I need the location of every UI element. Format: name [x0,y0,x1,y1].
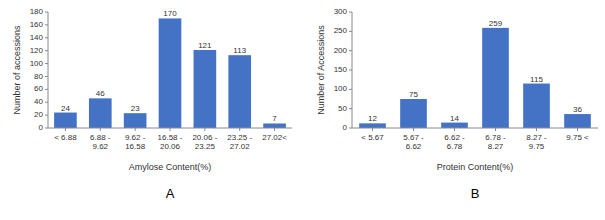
x-tick [65,128,66,131]
x-tick-label: 6.62 -6.78 [444,133,465,151]
x-tick-label: 6.88 -9.62 [90,133,111,151]
panel-title: A [166,186,175,201]
bar [359,123,386,128]
x-tick [454,128,455,131]
data-label: 121 [198,41,212,50]
bar [159,18,182,128]
y-tick-label: 60 [34,84,43,93]
y-tick [349,50,352,51]
y-tick-label: 200 [334,46,348,55]
x-tick [135,128,136,131]
y-tick-label: 250 [334,26,348,35]
y-tick [45,115,48,116]
x-tick [413,128,414,131]
y-axis-label: Number of accessions [12,25,22,115]
bar [523,84,550,128]
x-tick-label: 5.67 -6.62 [403,133,424,151]
y-tick [349,70,352,71]
x-tick [372,128,373,131]
bar [228,55,251,128]
x-tick-label: 9.75 < [566,133,589,142]
x-axis-label: Protein Content(%) [437,162,514,172]
y-tick-label: 140 [30,33,44,42]
x-tick [204,128,205,131]
y-tick-label: 160 [30,20,44,29]
y-tick-label: 40 [34,97,43,106]
x-tick-label: 6.78 -8.27 [485,133,506,151]
y-tick [45,63,48,64]
bar [263,123,286,128]
x-tick-label: 23.25 -27.02 [227,133,252,151]
data-label: 12 [368,114,377,123]
x-tick [170,128,171,131]
y-tick [45,102,48,103]
y-tick [349,89,352,90]
x-tick-label: < 5.67 [361,133,384,142]
y-tick [45,37,48,38]
y-axis-line [48,12,49,128]
x-axis-label: Amylose Content(%) [129,162,212,172]
y-tick-label: 0 [343,123,348,132]
bars [359,28,591,128]
panel-title: B [471,186,480,201]
data-label: 46 [96,89,105,98]
bar [482,28,509,128]
x-tick-label: 27.02< [262,133,287,142]
y-tick [349,108,352,109]
x-tick-label: 16.58 -20.06 [158,133,183,151]
x-tick [577,128,578,131]
data-label: 7 [272,114,277,123]
y-tick-label: 150 [334,65,348,74]
x-tick [536,128,537,131]
y-axis-label: Number of Accessions [316,25,326,115]
y-tick-label: 300 [334,7,348,16]
bar [54,113,77,128]
x-tick [239,128,240,131]
data-label: 23 [131,104,140,113]
panel: 24 46 23 170 121 113 7 0 20 40 60 80 100 120 140 160 180… [12,7,292,201]
bar [441,123,468,128]
data-label: 113 [233,46,246,55]
y-tick-label: 50 [338,104,347,113]
y-tick-label: 0 [39,123,44,132]
data-label: 170 [163,9,177,18]
x-axis-line [352,128,598,129]
bar [89,98,112,128]
panel: 12 75 14 259 115 36 0 50 100 150 200 250 300 < 5.67 5.… [316,7,598,201]
y-tick [349,31,352,32]
data-label: 75 [409,90,418,99]
y-tick [45,89,48,90]
bar [564,114,591,128]
y-tick [45,50,48,51]
y-tick-label: 180 [30,7,44,16]
bar [400,99,427,128]
x-tick [274,128,275,131]
y-tick [45,76,48,77]
y-tick [45,24,48,25]
x-tick-label: 8.27 -9.75 [526,133,547,151]
y-tick-label: 20 [34,110,43,119]
y-tick [349,12,352,13]
bars [54,18,286,128]
y-tick-label: 80 [34,72,43,81]
x-tick-label: 9.62 -16.58 [125,133,146,151]
x-tick-label: < 6.88 [54,133,77,142]
data-label: 259 [489,19,503,28]
y-tick [45,128,48,129]
y-tick-label: 120 [30,46,44,55]
y-tick-label: 100 [30,59,44,68]
data-label: 24 [61,104,70,113]
y-tick-label: 100 [334,84,348,93]
x-tick [495,128,496,131]
bar [194,50,217,128]
chart-root: 2446231701211137020406080100120140160180… [0,0,605,220]
y-tick [349,128,352,129]
bar [124,113,147,128]
data-label: 115 [530,75,543,84]
y-tick [45,12,48,13]
x-tick [100,128,101,131]
data-label: 14 [450,114,459,123]
x-tick-label: 20.06 -23.25 [192,133,217,151]
data-label: 36 [573,105,582,114]
